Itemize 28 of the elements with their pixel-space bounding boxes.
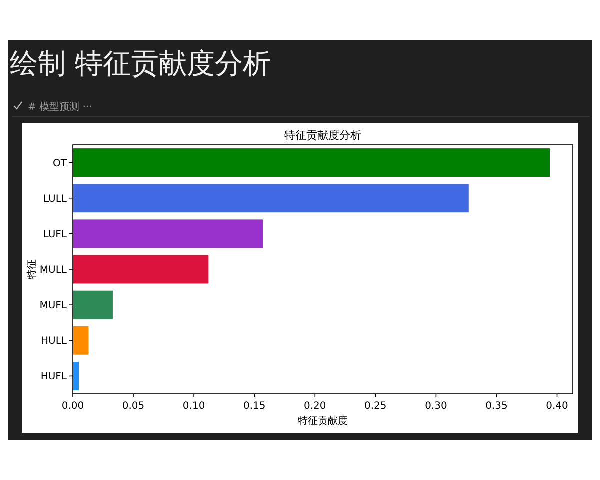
x-tick-label: 0.15 [243,401,266,412]
y-tick-label: MUFL [40,300,68,312]
x-tick-label: 0.40 [546,401,568,412]
x-tick-label: 0.05 [122,401,145,412]
x-tick-label: 0.25 [364,401,387,412]
bar [73,362,80,390]
text: 绘制 特征贡献度分析 [10,47,271,80]
bar [73,148,550,178]
bar [73,290,113,320]
y-tick-label: OT [53,158,68,170]
bar [73,220,264,248]
bar [73,255,209,284]
x-tick-label: 0.20 [304,401,326,412]
text: # 模型预测 ··· [28,101,92,113]
y-tick-label: HUFL [40,372,68,383]
bar [73,184,469,213]
y-tick-label: HULL [41,336,68,348]
x-tick-label: 0.30 [425,401,448,412]
x-axis-title: 特征贡献度 [298,415,348,427]
bar [73,326,89,355]
x-tick-label: 0.00 [62,401,84,412]
y-tick-label: MULL [40,265,68,276]
x-tick-label: 0.10 [182,401,206,412]
y-axis-title: 特征 [26,260,38,280]
y-tick-label: LULL [43,194,68,205]
y-tick-label: LUFL [43,229,68,240]
x-tick-label: 0.35 [486,401,508,412]
chart-title: 特征贡献度分析 [284,129,362,142]
